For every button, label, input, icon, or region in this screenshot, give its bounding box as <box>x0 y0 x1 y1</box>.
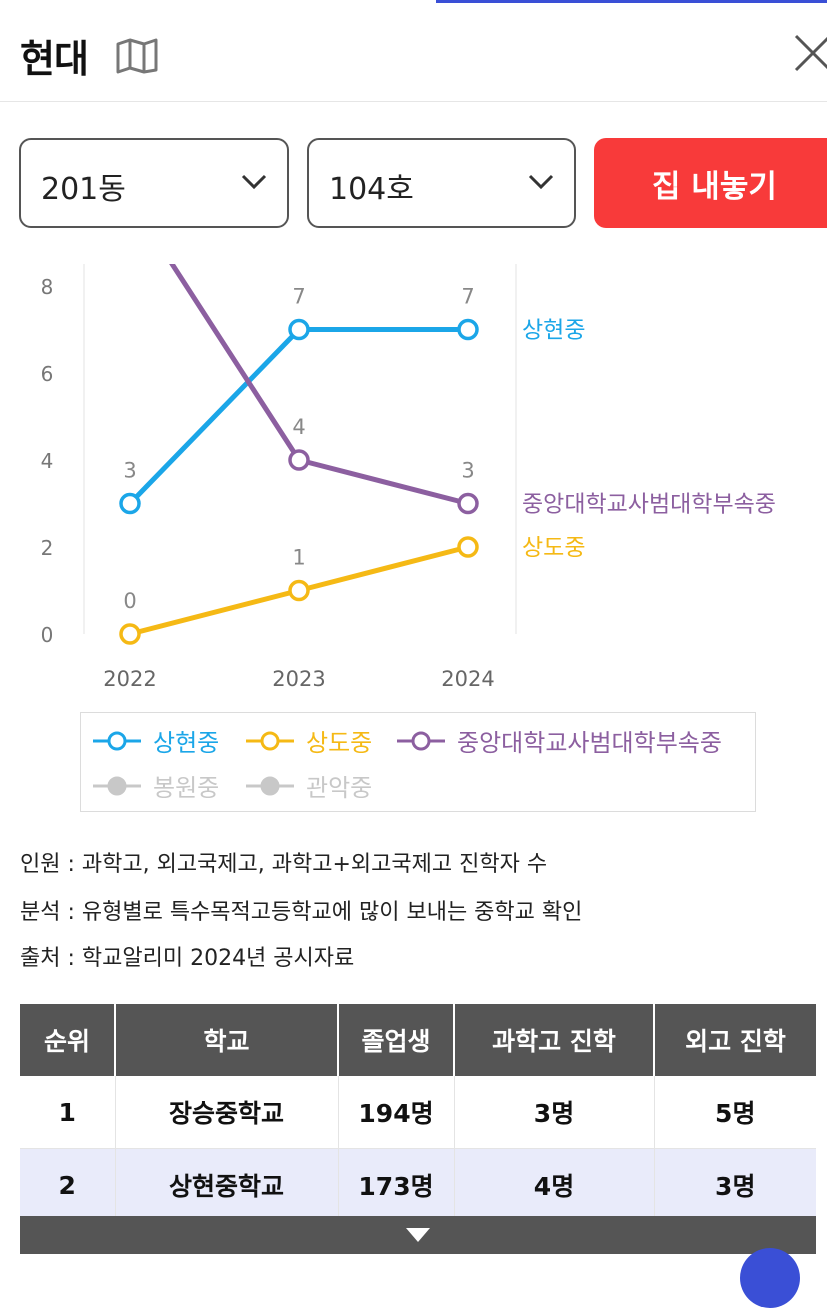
cell-graduates: 173명 <box>338 1148 455 1222</box>
note-source: 출처 : 학교알리미 2024년 공시자료 <box>20 946 355 971</box>
cell-school: 장승중학교 <box>115 1076 339 1149</box>
note-personnel: 인원 : 과학고, 외고국제고, 과학고+외고국제고 진학자 수 <box>20 852 548 877</box>
col-science-hs: 과학고 진학 <box>454 1004 655 1076</box>
legend-item[interactable]: 봉원중 <box>93 768 219 803</box>
cell-foreign-hs: 5명 <box>654 1076 816 1149</box>
data-label: 4 <box>292 415 305 439</box>
cell-science-hs: 3명 <box>454 1076 655 1149</box>
cell-science-hs: 4명 <box>454 1148 655 1222</box>
col-graduates: 졸업생 <box>338 1004 455 1076</box>
data-label: 3 <box>123 459 136 483</box>
chevron-down-icon <box>241 174 267 190</box>
y-tick-label: 8 <box>41 275 54 299</box>
cell-foreign-hs: 3명 <box>654 1148 816 1222</box>
table-row[interactable]: 2 상현중학교 173명 4명 3명 <box>20 1148 816 1222</box>
list-house-button[interactable]: 집 내놓기 <box>594 138 827 228</box>
y-tick-label: 2 <box>41 536 54 560</box>
data-point <box>288 318 310 341</box>
x-tick-label: 2023 <box>272 667 325 691</box>
data-point <box>119 492 141 515</box>
data-point <box>288 579 310 602</box>
ranking-table: 순위 학교 졸업생 과학고 진학 외고 진학 1 장승중학교 194명 3명 5… <box>20 1004 816 1222</box>
data-point <box>457 536 479 558</box>
legend-item[interactable]: 상도중 <box>246 723 372 758</box>
data-label: 7 <box>461 285 474 309</box>
dong-select-value: 201동 <box>41 172 126 207</box>
data-label: 3 <box>461 459 474 483</box>
data-point <box>457 492 479 515</box>
legend-label: 상도중 <box>306 729 373 757</box>
expand-table-button[interactable] <box>20 1216 816 1254</box>
legend-label: 중앙대학교사범대학부속중 <box>457 729 722 757</box>
data-label: 0 <box>123 589 136 613</box>
chevron-down-icon <box>528 174 554 190</box>
note-analysis: 분석 : 유형별로 특수목적고등학교에 많이 보내는 중학교 확인 <box>20 900 583 925</box>
cell-rank: 2 <box>20 1148 116 1222</box>
ho-select-value: 104호 <box>329 172 414 207</box>
legend-marker-icon <box>397 731 445 750</box>
header: 현대 <box>0 0 827 102</box>
col-foreign-hs: 외고 진학 <box>654 1004 816 1076</box>
legend-marker-icon <box>93 776 141 795</box>
table-row[interactable]: 1 장승중학교 194명 3명 5명 <box>20 1076 816 1149</box>
triangle-down-icon <box>406 1228 430 1242</box>
data-point <box>119 623 141 645</box>
table-header-row: 순위 학교 졸업생 과학고 진학 외고 진학 <box>20 1004 816 1076</box>
data-label: 7 <box>292 285 305 309</box>
legend-item[interactable]: 관악중 <box>246 768 372 803</box>
legend-marker-icon <box>246 731 294 750</box>
cell-graduates: 194명 <box>338 1076 455 1149</box>
floating-action-button[interactable] <box>740 1248 800 1308</box>
dong-select[interactable]: 201동 <box>19 138 289 228</box>
cell-rank: 1 <box>20 1076 116 1149</box>
map-icon[interactable] <box>116 38 158 74</box>
y-tick-label: 0 <box>41 623 54 647</box>
line-chart: 0 2 4 6 8 2022 2023 2024 3 7 7 상현중 0 1 상도중 4 3 중앙대학교사범대학부… <box>41 264 776 691</box>
col-rank: 순위 <box>20 1004 116 1076</box>
y-tick-label: 4 <box>41 449 54 473</box>
series-label: 중앙대학교사범대학부속중 <box>522 492 776 518</box>
legend-item[interactable]: 상현중 <box>93 723 219 758</box>
legend-marker-icon <box>93 731 141 750</box>
x-tick-label: 2022 <box>103 667 156 691</box>
y-tick-label: 6 <box>41 362 54 386</box>
page-title: 현대 <box>20 37 89 81</box>
ho-select[interactable]: 104호 <box>307 138 576 228</box>
x-tick-label: 2024 <box>441 667 494 691</box>
legend-label: 관악중 <box>306 774 373 802</box>
legend-marker-icon <box>246 776 294 795</box>
legend-label: 봉원중 <box>153 774 220 802</box>
data-point <box>288 449 310 471</box>
close-icon[interactable] <box>790 30 827 74</box>
top-accent-line <box>436 0 827 3</box>
cell-school: 상현중학교 <box>115 1148 339 1222</box>
series-label: 상도중 <box>522 535 585 561</box>
series-label: 상현중 <box>522 318 585 344</box>
data-label: 1 <box>292 546 305 570</box>
col-school: 학교 <box>115 1004 339 1076</box>
legend-item[interactable]: 중앙대학교사범대학부속중 <box>397 723 722 758</box>
legend-label: 상현중 <box>153 729 220 757</box>
data-point <box>457 318 479 341</box>
